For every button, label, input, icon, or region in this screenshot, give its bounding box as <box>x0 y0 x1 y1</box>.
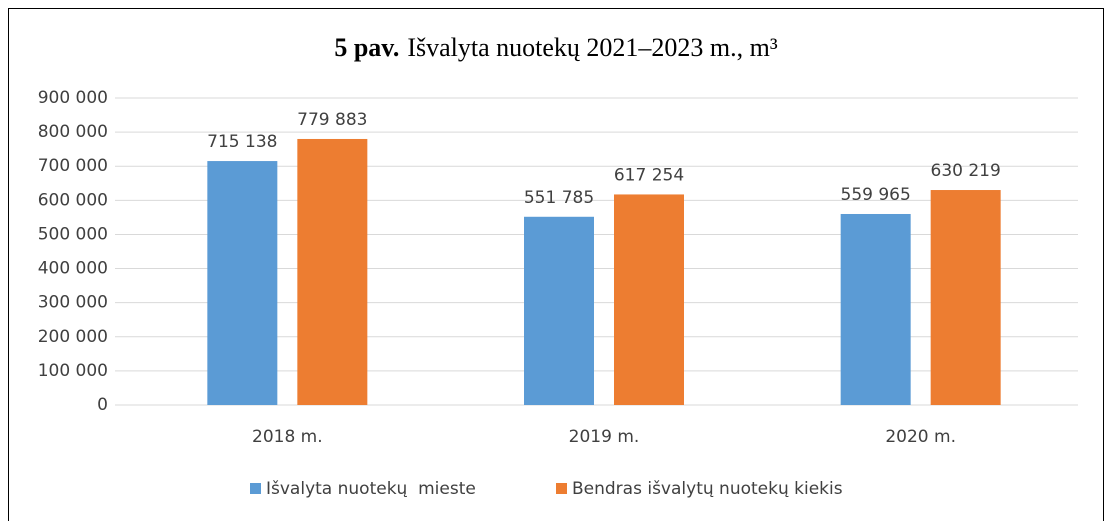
legend-swatch <box>556 483 567 494</box>
data-label: 630 219 <box>931 161 1001 181</box>
y-tick-label: 400 000 <box>38 259 108 279</box>
chart-title: 5 pav. Išvalyta nuotekų 2021–2023 m., m³ <box>334 33 778 62</box>
x-tick-label: 2020 m. <box>885 427 956 447</box>
legend-label: Bendras išvalytų nuotekų kiekis <box>572 479 843 499</box>
y-tick-label: 500 000 <box>38 224 108 244</box>
title-prefix: 5 pav. <box>334 33 399 62</box>
bar <box>614 194 684 405</box>
y-tick-label: 200 000 <box>38 327 108 347</box>
data-label: 617 254 <box>614 165 684 185</box>
x-tick-label: 2019 m. <box>569 427 640 447</box>
y-tick-label: 600 000 <box>38 190 108 210</box>
y-tick-label: 0 <box>97 395 108 415</box>
data-label: 551 785 <box>524 188 594 208</box>
legend-label: Išvalyta nuotekų mieste <box>266 479 476 499</box>
bar <box>297 138 368 405</box>
y-tick-label: 800 000 <box>38 122 108 142</box>
bar <box>840 213 911 405</box>
x-tick-label: 2018 m. <box>252 427 323 447</box>
y-tick-label: 700 000 <box>38 156 108 176</box>
bar <box>524 216 594 405</box>
legend-swatch <box>250 483 261 494</box>
data-label: 559 965 <box>841 185 911 205</box>
y-tick-label: 100 000 <box>38 361 108 381</box>
bar <box>930 190 1001 405</box>
data-label: 779 883 <box>297 110 367 130</box>
y-tick-label: 300 000 <box>38 293 108 313</box>
title-text: Išvalyta nuotekų 2021–2023 m., m³ <box>407 33 778 62</box>
bar <box>207 161 278 405</box>
y-tick-label: 900 000 <box>38 88 108 108</box>
data-label: 715 138 <box>207 132 277 152</box>
